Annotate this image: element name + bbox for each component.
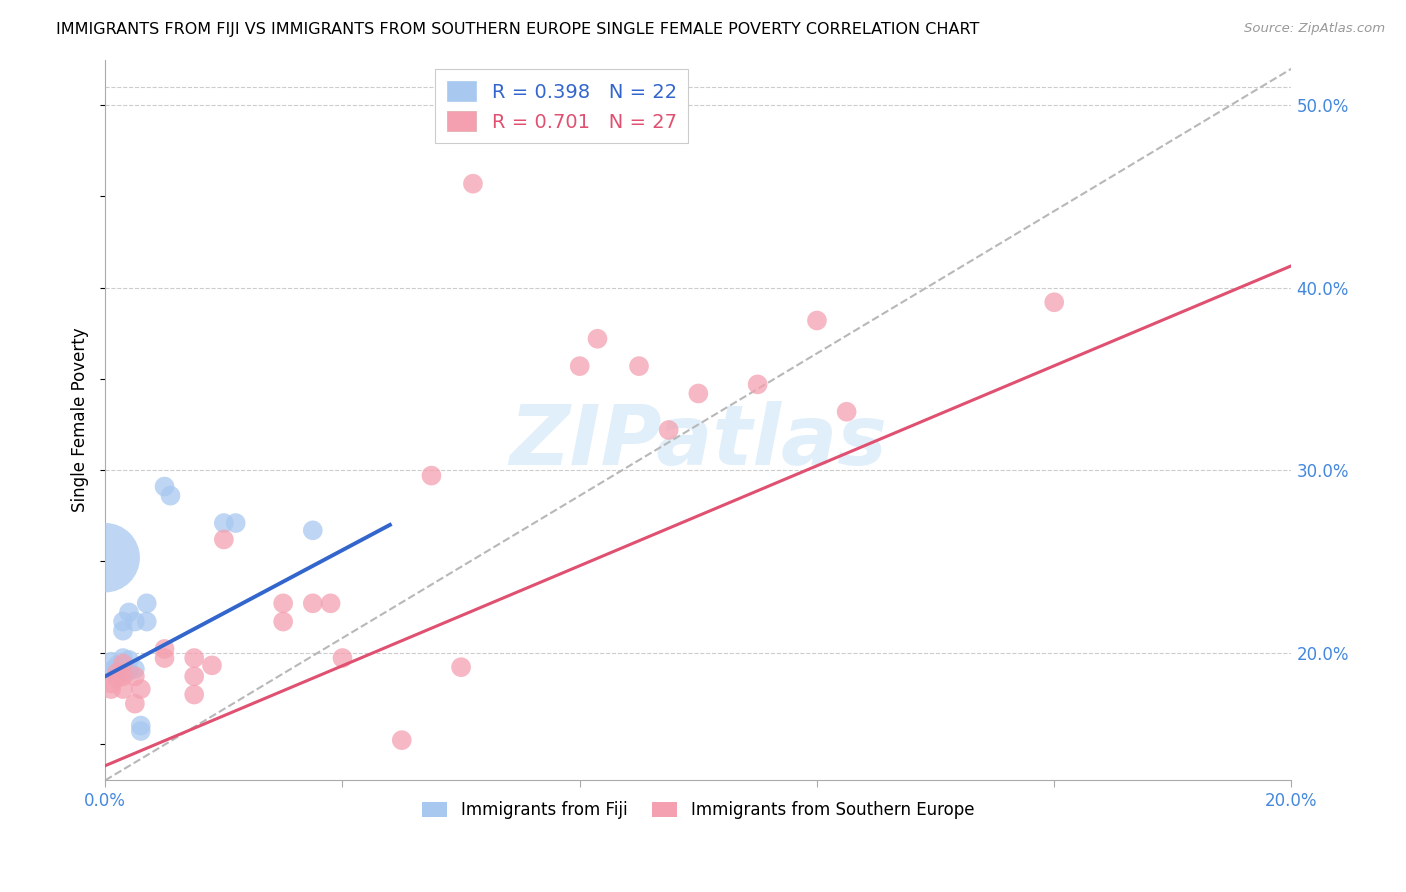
Point (111, 651, 134, 665)
Point (135, 615, 157, 629)
Point (129, 718, 152, 732)
Point (747, 377, 769, 392)
Point (153, 651, 176, 665)
Point (100, 655, 122, 669)
Point (105, 671, 128, 685)
Point (124, 669, 146, 683)
Point (658, 423, 681, 437)
Point (586, 332, 609, 346)
Point (201, 658, 224, 673)
Point (461, 177, 484, 191)
Point (301, 596, 323, 610)
Point (100, 682, 122, 697)
Point (111, 664, 134, 678)
Point (568, 359, 591, 373)
Point (1043, 295, 1066, 310)
Legend: Immigrants from Fiji, Immigrants from Southern Europe: Immigrants from Fiji, Immigrants from So… (416, 795, 981, 826)
Point (627, 359, 650, 373)
Point (118, 653, 141, 667)
Point (105, 664, 128, 678)
Point (153, 642, 176, 657)
Point (111, 657, 134, 671)
Point (124, 697, 146, 711)
Point (129, 724, 152, 739)
Point (183, 669, 205, 683)
Point (111, 660, 134, 674)
Point (835, 405, 858, 419)
Point (159, 489, 181, 503)
Point (118, 606, 141, 620)
Point (124, 615, 146, 629)
Point (94, 550, 117, 565)
Y-axis label: Single Female Poverty: Single Female Poverty (72, 327, 89, 512)
Point (100, 676, 122, 690)
Point (332, 651, 354, 665)
Point (420, 468, 443, 483)
Point (271, 596, 294, 610)
Point (450, 660, 472, 674)
Point (129, 682, 152, 697)
Point (111, 669, 134, 683)
Point (183, 688, 205, 702)
Point (391, 733, 413, 747)
Point (135, 596, 157, 610)
Point (111, 615, 134, 629)
Point (271, 615, 294, 629)
Point (105, 658, 128, 673)
Point (153, 479, 176, 493)
Point (105, 665, 128, 680)
Point (225, 516, 247, 530)
Point (118, 664, 141, 678)
Point (100, 664, 122, 678)
Point (124, 662, 146, 676)
Point (301, 524, 323, 538)
Point (111, 624, 134, 638)
Point (319, 596, 342, 610)
Text: ZIPatlas: ZIPatlas (509, 401, 887, 482)
Point (806, 313, 828, 327)
Text: Source: ZipAtlas.com: Source: ZipAtlas.com (1244, 22, 1385, 36)
Point (183, 651, 205, 665)
Point (212, 516, 235, 530)
Point (111, 682, 134, 697)
Point (212, 533, 235, 547)
Point (688, 386, 710, 401)
Text: IMMIGRANTS FROM FIJI VS IMMIGRANTS FROM SOUTHERN EUROPE SINGLE FEMALE POVERTY CO: IMMIGRANTS FROM FIJI VS IMMIGRANTS FROM … (56, 22, 980, 37)
